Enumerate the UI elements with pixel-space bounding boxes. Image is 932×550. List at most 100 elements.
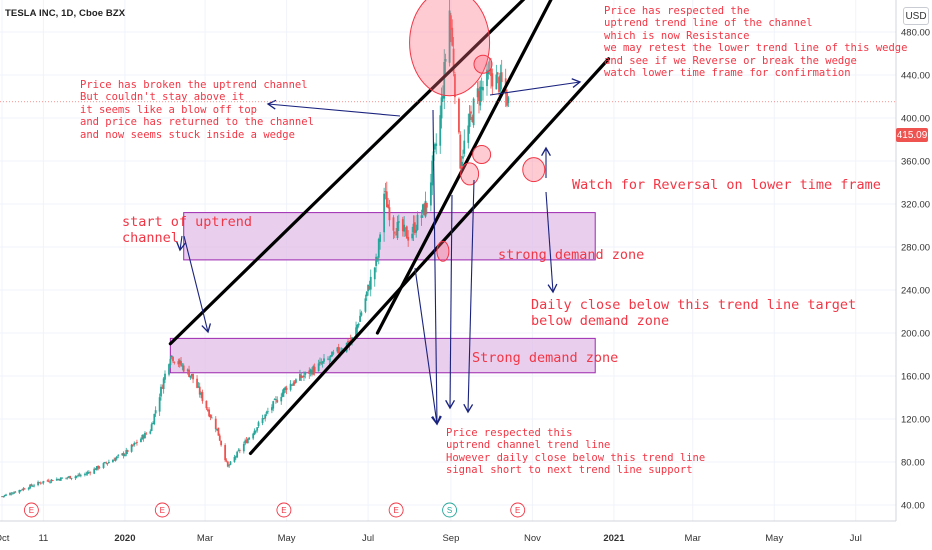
candle-body: [2, 496, 5, 497]
candle-body: [444, 58, 447, 62]
candle-body: [181, 365, 184, 367]
candle-body: [136, 441, 138, 443]
time-tick-label: 11: [38, 533, 48, 544]
currency-button[interactable]: USD: [903, 7, 929, 25]
candle-body: [237, 450, 240, 452]
candle-body: [367, 284, 369, 292]
candle-body: [153, 413, 156, 425]
time-axis[interactable]: Oct 11 2020 Mar May Jul Sep Nov 2021 Mar May Jul: [0, 520, 896, 544]
candle-body: [491, 73, 494, 87]
candle-body: [264, 414, 267, 419]
time-tick-label: Mar: [197, 533, 213, 544]
candle-body: [3, 495, 6, 497]
candle-body: [472, 98, 475, 126]
candle-body: [507, 97, 510, 104]
candle-body: [37, 481, 39, 486]
symbol-title: TESLA INC, 1D, Cboe BZX: [5, 8, 126, 19]
candle-body: [396, 221, 399, 239]
candle-body: [317, 363, 320, 372]
candle-body: [133, 442, 136, 446]
candle-body: [451, 27, 454, 46]
candle-body: [142, 435, 145, 439]
annotation-bottom-block: Price respected this uptrend channel tre…: [446, 427, 706, 477]
candle-body: [365, 291, 368, 297]
annotation-arrow: [545, 191, 558, 294]
candle-body: [452, 48, 455, 73]
annotation-watch-reversal: Watch for Reversal on lower time frame: [572, 177, 881, 193]
candle-body: [58, 479, 61, 481]
price-axis[interactable]: 40.00 80.00 120.00 160.00 200.00 240.00 280.00…: [895, 0, 930, 521]
candle-body: [47, 480, 50, 482]
candle-body: [79, 475, 82, 477]
candle-body: [117, 455, 120, 456]
candle-body: [113, 459, 116, 461]
candle-body: [248, 437, 251, 440]
candle-body: [102, 463, 105, 468]
split-marker-label: S: [447, 506, 452, 515]
candle-body: [393, 232, 396, 234]
candle-body: [384, 191, 387, 192]
price-tick-label: 160.00: [901, 372, 930, 383]
candle-body: [116, 456, 118, 459]
candle-body: [57, 479, 60, 480]
candle-body: [197, 386, 200, 388]
annotation-arrow: [414, 267, 441, 426]
time-tick-label: Sep: [442, 533, 459, 544]
candle-body: [220, 440, 223, 446]
candle-body: [329, 355, 332, 358]
candle-body: [454, 73, 456, 98]
candle-body: [328, 358, 331, 360]
candle-body: [149, 431, 152, 434]
time-tick-label: Jul: [362, 533, 374, 544]
candle-body: [498, 77, 500, 93]
candle-body: [369, 276, 372, 290]
candle-body: [319, 361, 321, 364]
candle-body: [98, 467, 101, 469]
candle-body: [50, 479, 53, 482]
candle-body: [266, 411, 269, 413]
candle-body: [224, 445, 227, 461]
candle-body: [254, 430, 257, 432]
candle-body: [433, 144, 436, 150]
candle-body: [252, 433, 255, 439]
candle-body: [336, 347, 339, 352]
candle-body: [77, 475, 80, 476]
candle-body: [67, 476, 70, 478]
candle-body: [471, 116, 474, 123]
candle-body: [283, 388, 285, 394]
candle-body: [405, 226, 408, 239]
candle-body: [78, 474, 81, 476]
highlight-ellipse: [473, 54, 493, 74]
candle-body: [150, 424, 153, 431]
chart-grid: [0, 0, 896, 521]
candle-body: [86, 472, 89, 474]
highlight-ellipse: [460, 162, 480, 186]
candle-body: [289, 383, 292, 390]
candle-body: [144, 432, 146, 439]
candle-body: [349, 340, 352, 341]
candle-body: [18, 489, 21, 493]
candle-body: [29, 484, 31, 489]
candle-body: [180, 361, 182, 366]
candle-body: [83, 474, 86, 475]
candle-body: [242, 444, 245, 452]
earnings-marker: [23, 502, 39, 518]
annotation-arrow: [463, 179, 475, 414]
candle-body: [170, 355, 173, 358]
candle-body: [41, 482, 43, 484]
candle-body: [458, 98, 460, 133]
candle-body: [300, 375, 303, 378]
candle-body: [182, 365, 185, 372]
time-tick-label: Jul: [850, 533, 862, 544]
earnings-marker: [388, 502, 404, 518]
candle-body: [42, 481, 45, 483]
candle-body: [368, 285, 371, 290]
annotation-arrow: [489, 78, 582, 96]
candle-body: [487, 71, 490, 75]
candle-body: [401, 219, 404, 232]
annotation-arrow: [431, 109, 442, 426]
candle-body: [111, 460, 114, 463]
candle-body: [500, 72, 503, 83]
